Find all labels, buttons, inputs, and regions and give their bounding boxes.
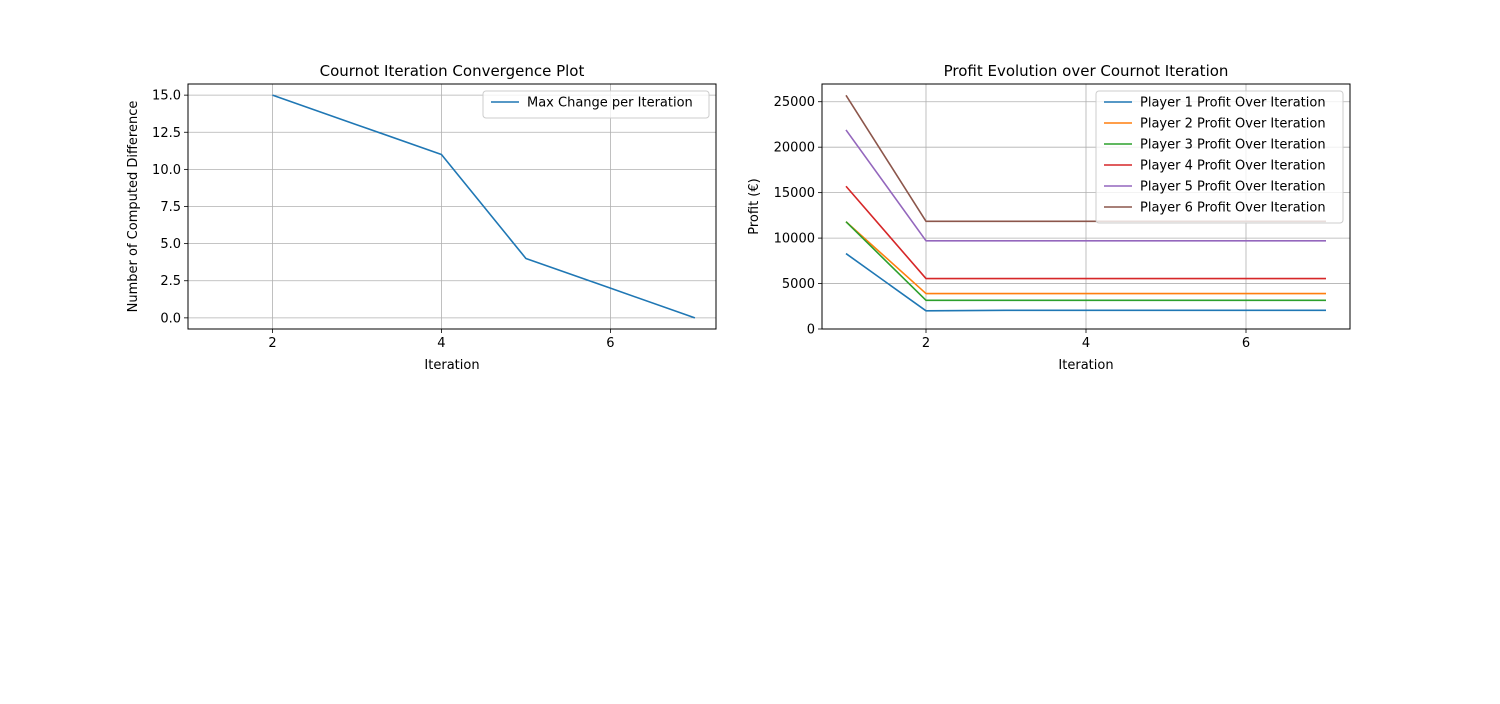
y-tick-label: 25000 [774,95,815,110]
chart-legend: Player 1 Profit Over Iteration Player 2 P… [1095,90,1344,224]
y-tick-label: 20000 [774,141,815,156]
profit-chart: 2 4 6 0 5000 10000 15000 20000 25000 Profit Evol… [747,62,1351,373]
x-tick-label: 6 [1242,336,1250,351]
y-tick-label: 12.5 [152,126,181,141]
convergence-chart: 2 4 6 0.0 2.5 5.0 7.5 10.0 12.5 15.0 Cournot Iter… [126,62,717,373]
legend-label: Player 2 Profit Over Iteration [1140,117,1326,132]
chart-title: Cournot Iteration Convergence Plot [320,62,585,80]
y-tick-label: 15000 [774,186,815,201]
chart-legend: Max Change per Iteration [482,90,710,119]
y-tick-label: 0 [807,323,815,338]
series-line [845,252,1326,312]
x-axis-label: Iteration [424,358,479,373]
y-tick-label: 5000 [782,277,815,292]
legend-box [482,90,710,119]
chart-title: Profit Evolution over Cournot Iteration [944,62,1229,80]
legend-label: Player 3 Profit Over Iteration [1140,138,1326,153]
series-line [272,94,696,319]
y-axis-label: Profit (€) [747,178,762,234]
x-tick-label: 2 [922,336,930,351]
y-tick-label: 7.5 [160,200,181,215]
y-tick-label: 15.0 [152,89,181,104]
axis-ticks: 2 4 6 0 5000 10000 15000 20000 25000 [774,95,1251,351]
y-tick-label: 10.0 [152,163,181,178]
legend-label: Max Change per Iteration [527,96,693,111]
legend-label: Player 4 Profit Over Iteration [1140,159,1326,174]
chart-series [845,94,1326,312]
x-tick-label: 2 [268,336,276,351]
x-axis-label: Iteration [1058,358,1113,373]
series-line [845,129,1326,242]
x-tick-label: 6 [606,336,614,351]
series-line [845,221,1326,302]
legend-label: Player 5 Profit Over Iteration [1140,180,1326,195]
y-tick-label: 2.5 [160,274,181,289]
series-line [845,185,1326,280]
legend-box [1095,90,1344,224]
x-tick-label: 4 [437,336,445,351]
y-tick-label: 5.0 [160,237,181,252]
y-tick-label: 0.0 [160,311,181,326]
x-tick-label: 4 [1082,336,1090,351]
y-axis-label: Number of Computed Difference [126,101,141,313]
series-line [845,221,1326,295]
chart-series [272,94,696,319]
y-tick-label: 10000 [774,232,815,247]
legend-label: Player 6 Profit Over Iteration [1140,201,1326,216]
axis-ticks: 2 4 6 0.0 2.5 5.0 7.5 10.0 12.5 15.0 [152,89,614,351]
legend-label: Player 1 Profit Over Iteration [1140,96,1326,111]
